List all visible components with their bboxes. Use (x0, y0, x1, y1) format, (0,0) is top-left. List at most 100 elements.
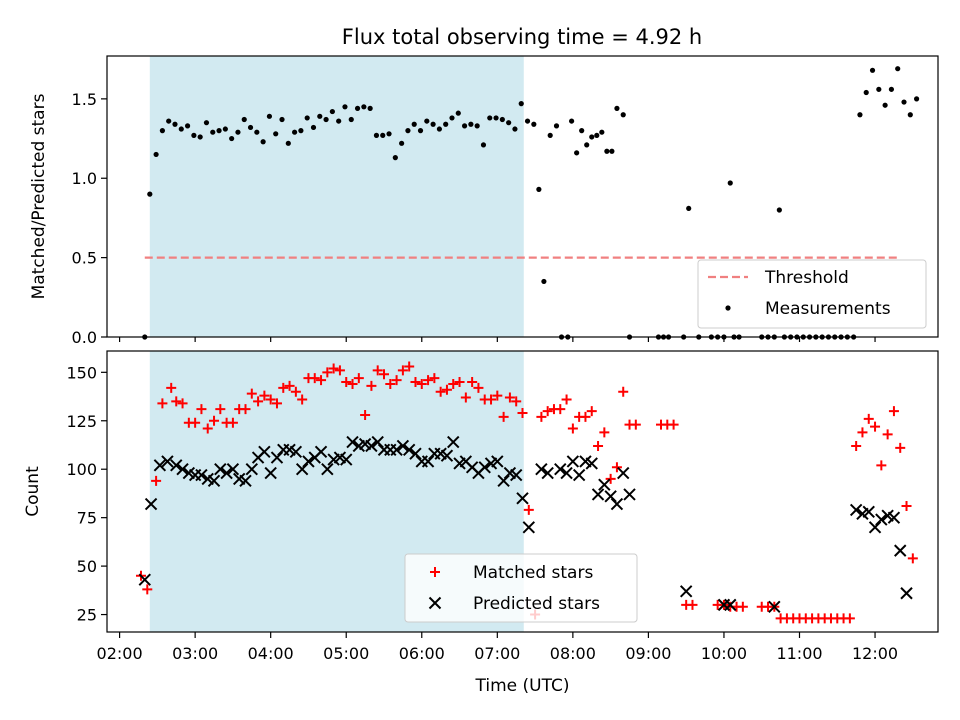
matched-star-point (353, 373, 364, 384)
measurement-point (461, 123, 468, 129)
legend-predicted-swatch (428, 596, 442, 610)
matched-star-point (360, 409, 371, 420)
measurement-point (273, 131, 279, 137)
matched-star-point (385, 378, 396, 389)
predicted-star-point (270, 451, 284, 464)
matched-star-point (882, 429, 893, 440)
matched-star-point (410, 377, 421, 388)
measurement-point (241, 116, 247, 123)
measurement-point (342, 104, 348, 110)
matched-star-point (561, 394, 572, 405)
matched-star-point (366, 380, 377, 391)
measurement-point (254, 129, 260, 135)
legend-predicted-label: Predicted stars (473, 594, 600, 614)
matched-star-point (630, 419, 641, 430)
matched-star-point (290, 386, 301, 397)
bottom-y-ticks: 25 50 75 100 125 150 (66, 363, 107, 625)
bottom-y-axis-label: Count (23, 466, 43, 517)
matched-star-point (454, 377, 465, 388)
predicted-star-point (572, 468, 586, 482)
measurement-point (380, 132, 386, 138)
y-tick-label: 100 (66, 460, 97, 479)
top-y-axis-label: Matched/Predicted stars (29, 93, 49, 299)
measurement-point (599, 129, 605, 135)
predicted-star-point (207, 474, 221, 488)
matched-star-point (876, 460, 887, 471)
predicted-star-point (226, 463, 240, 476)
measurement-point (594, 132, 600, 138)
legend-measurements-label: Measurements (765, 299, 891, 319)
matched-star-point (460, 392, 471, 403)
measurement-point (882, 102, 888, 108)
matched-star-point (687, 599, 698, 610)
measurement-point (443, 121, 449, 127)
measurement-point (553, 123, 560, 129)
predicted-star-point (176, 463, 189, 476)
predicted-star-point (421, 455, 435, 468)
measurement-point (863, 89, 869, 96)
predicted-star-point (258, 445, 271, 458)
y-tick-label: 75 (77, 509, 97, 528)
predicted-star-point (497, 474, 510, 488)
matched-star-point (142, 584, 153, 595)
matched-star-point (190, 417, 201, 428)
top-legend-box (697, 259, 927, 329)
predicted-star-point (560, 466, 573, 480)
matched-star-point (196, 404, 207, 415)
matched-star-point (322, 367, 333, 378)
matched-star-point (567, 423, 578, 434)
matched-star-point (253, 396, 264, 407)
predicted-star-point (153, 459, 167, 472)
predicted-star-point (365, 439, 378, 453)
measurement-point (913, 96, 920, 102)
matched-star-point (863, 413, 874, 424)
measurement-point (266, 113, 273, 119)
measurement-point (386, 131, 392, 137)
measurement-point (210, 129, 216, 135)
measurement-point (203, 120, 210, 126)
measurement-point (424, 118, 430, 124)
matched-star-point (259, 390, 270, 401)
predicted-star-point (138, 573, 151, 586)
top-panel: 0.0 0.5 1.0 1.5 Matched/Predicted stars Thr… (29, 55, 939, 347)
measurement-point (329, 108, 335, 115)
measurement-point (323, 116, 329, 123)
measurement-point (506, 120, 512, 126)
measurement-point (229, 135, 235, 142)
measurement-point (727, 180, 733, 186)
measurement-point (869, 67, 876, 73)
measurement-point (536, 186, 542, 192)
measurement-point (405, 128, 411, 134)
matched-star-point (888, 406, 899, 417)
matched-star-point (397, 365, 408, 376)
x-tick-label: 03:00 (172, 644, 218, 663)
predicted-star-point (390, 443, 403, 457)
predicted-star-point (346, 435, 359, 449)
measurement-point (474, 123, 480, 129)
x-tick-label: 11:00 (776, 644, 822, 663)
measurement-point (686, 205, 692, 212)
predicted-star-point (554, 463, 567, 476)
x-tick-label: 05:00 (323, 644, 369, 663)
legend-threshold-label: Threshold (764, 268, 849, 288)
measurement-point (222, 126, 228, 132)
measurement-point (430, 121, 436, 127)
predicted-star-point (617, 466, 630, 480)
matched-star-point (668, 419, 679, 430)
x-tick-label: 08:00 (550, 644, 596, 663)
matched-star-point (246, 388, 257, 399)
matched-star-point (265, 394, 276, 405)
measurement-point (159, 128, 165, 134)
matched-star-point (435, 386, 446, 397)
matched-star-point (284, 380, 295, 391)
measurement-point (541, 278, 547, 285)
legend-matched-marker (430, 567, 440, 577)
matched-star-point (151, 475, 162, 486)
predicted-star-point (887, 511, 901, 524)
predicted-star-point (610, 497, 624, 511)
matched-star-point (297, 394, 308, 405)
matched-star-point (341, 377, 352, 388)
measurement-point (876, 86, 882, 92)
matched-star-point (907, 553, 918, 564)
matched-star-point (586, 406, 597, 417)
